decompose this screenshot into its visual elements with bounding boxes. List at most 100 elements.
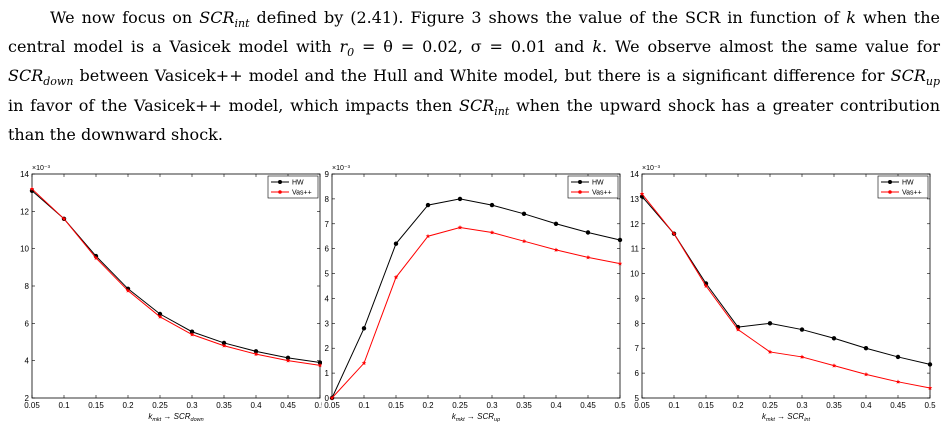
data-point	[329, 395, 335, 400]
y-tick-label: 9	[635, 294, 640, 303]
x-tick-label: 0.35	[516, 401, 532, 410]
chart-scr-down: 2 4 6 8 10 12 14 0.05 0.1 0.15 0.2 0.25 0.3 0.35 0.4 0.…	[20, 165, 322, 423]
data-point	[425, 202, 431, 208]
x-tick-label: 0.2	[122, 401, 134, 410]
data-point	[285, 358, 291, 363]
data-point	[93, 255, 99, 260]
x-tick-label: 0.15	[88, 401, 104, 410]
data-point	[157, 311, 163, 317]
math-k: k	[846, 8, 856, 27]
exponent-label: ×10⁻³	[32, 165, 51, 172]
y-tick-label: 0	[325, 394, 330, 403]
legend: HW Vas++	[567, 175, 619, 199]
x-tick-label: 0.15	[698, 401, 714, 410]
y-tick-label: 7	[325, 220, 330, 229]
data-point	[735, 327, 741, 332]
data-point	[393, 274, 399, 280]
data-point	[553, 247, 559, 252]
data-point	[457, 196, 463, 202]
data-point	[521, 211, 527, 217]
x-axis-label: kmkt → SCRint	[762, 412, 810, 423]
data-point	[895, 379, 901, 384]
data-point	[489, 230, 495, 235]
data-point	[927, 362, 933, 367]
x-tick-label: 0.35	[216, 401, 232, 410]
x-tick-label: 0.4	[250, 401, 262, 410]
y-tick-label: 9	[325, 170, 330, 179]
data-point	[189, 329, 195, 334]
math-scr-down: SCRdown	[8, 66, 74, 89]
x-tick-label: 0.4	[550, 401, 562, 410]
y-tick-label: 2	[325, 344, 330, 353]
data-point	[895, 354, 901, 360]
y-tick-label: 2	[25, 394, 30, 403]
data-point	[221, 343, 227, 348]
x-axis-label: kmkt → SCRdown	[148, 412, 203, 423]
y-tick-label: 10	[20, 245, 29, 254]
x-tick-label: 0.5	[924, 401, 936, 410]
y-tick-label: 4	[25, 357, 30, 366]
x-tick-label: 0.3	[486, 401, 498, 410]
x-tick-label: 0.25	[762, 401, 778, 410]
data-point	[29, 186, 35, 191]
data-point	[585, 254, 591, 260]
legend-marker	[888, 190, 892, 194]
data-point	[125, 288, 131, 293]
math-r0: r0	[339, 37, 355, 60]
y-tick-label: 5	[325, 270, 330, 279]
data-point	[425, 233, 431, 239]
legend-label: HW	[902, 180, 914, 187]
legend-marker	[278, 180, 282, 184]
y-tick-label: 10	[630, 270, 639, 279]
series-line	[331, 227, 621, 399]
x-tick-label: 0.45	[580, 401, 596, 410]
series-line	[31, 188, 321, 366]
data-point	[61, 216, 67, 221]
text-run: = θ = 0.02, σ = 0.01 and	[354, 37, 593, 57]
text-run: We now focus on	[50, 8, 200, 27]
legend-label: HW	[292, 180, 304, 187]
data-point	[521, 238, 527, 244]
legend: HW Vas++	[267, 175, 319, 199]
data-point	[671, 231, 677, 236]
data-point	[639, 191, 645, 196]
axes-box	[31, 173, 321, 399]
y-tick-label: 14	[630, 170, 639, 179]
text-run: in favor of the Vasicek++ model, which i…	[8, 95, 459, 115]
axes-box	[641, 173, 931, 399]
legend-marker	[578, 180, 582, 184]
x-tick-label: 0.05	[634, 401, 650, 410]
legend-marker	[578, 190, 582, 194]
y-tick-label: 5	[635, 394, 640, 403]
data-point	[863, 346, 869, 351]
legend-label: Vas++	[292, 190, 312, 197]
series-line	[331, 198, 621, 399]
x-axis-label: kmkt → SCRup	[452, 412, 500, 423]
math-scr: SCRint	[199, 8, 250, 31]
y-tick-label: 13	[630, 195, 639, 204]
data-point	[317, 360, 322, 365]
series-line	[31, 190, 321, 364]
data-point	[221, 340, 227, 346]
data-point	[585, 230, 591, 235]
x-tick-label: 0.1	[58, 401, 70, 410]
chart-scr-up: 0 1 2 3 4 5 6 7 8 9 0.05 0.1 0.15 0.2 0.25 0.3 0.35 0.4 0.…	[324, 165, 626, 423]
data-point	[361, 326, 367, 331]
y-tick-label: 12	[20, 207, 29, 216]
x-tick-label: 0.4	[860, 401, 872, 410]
data-point	[253, 351, 259, 357]
figure: 2 4 6 8 10 12 14 0.05 0.1 0.15 0.2 0.25 0.3 0.35 0.4 0.…	[0, 158, 948, 432]
x-tick-label: 0.25	[452, 401, 468, 410]
text-run: between Vasicek++ model and the Hull and…	[73, 66, 891, 86]
y-tick-label: 4	[325, 294, 330, 303]
data-point	[767, 321, 773, 326]
data-point	[617, 237, 623, 243]
data-point	[831, 363, 837, 368]
math-k: k	[592, 37, 603, 57]
x-tick-label: 0.25	[152, 401, 168, 410]
data-point	[393, 241, 399, 246]
data-point	[703, 283, 709, 288]
data-point	[157, 314, 163, 319]
x-tick-label: 0.15	[388, 401, 404, 410]
legend-marker	[278, 190, 282, 194]
